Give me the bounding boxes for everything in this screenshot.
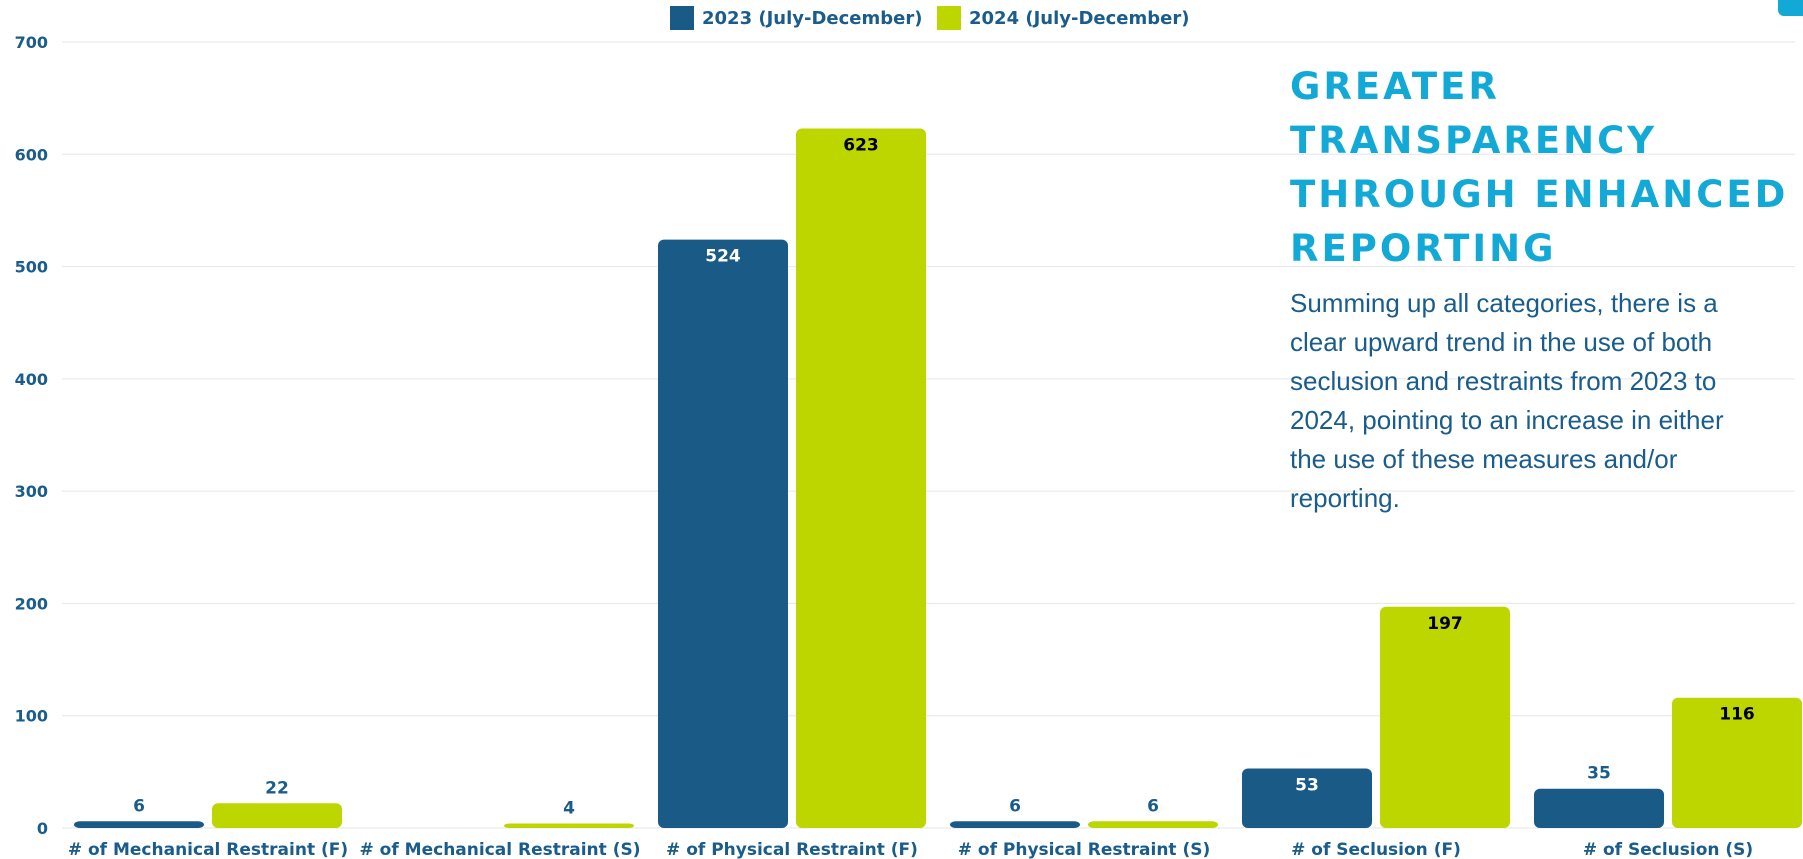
y-tick-label: 0 (37, 819, 48, 838)
callout-heading: GREATER TRANSPARENCY THROUGH ENHANCED RE… (1290, 65, 1789, 270)
data-label: 197 (1427, 614, 1463, 634)
bar (1242, 768, 1372, 828)
data-label: 53 (1295, 775, 1319, 795)
data-label: 623 (843, 135, 879, 155)
callout-body: Summing up all categories, there is a cl… (1290, 288, 1724, 513)
y-tick-label: 600 (15, 145, 48, 164)
bar (1380, 606, 1510, 828)
y-tick-label: 300 (15, 482, 48, 501)
data-label: 524 (705, 247, 741, 267)
bar (950, 821, 1080, 828)
data-label: 6 (133, 796, 145, 816)
category-label: # of Physical Restraint (S) (958, 840, 1211, 859)
category-label: # of Seclusion (F) (1291, 840, 1461, 859)
data-label: 116 (1719, 705, 1755, 725)
corner-accent (1778, 0, 1803, 16)
data-label: 35 (1587, 764, 1611, 784)
category-label: # of Seclusion (S) (1583, 840, 1753, 859)
bar (1672, 697, 1802, 828)
legend-label: 2023 (July-December) (702, 8, 922, 29)
category-label: # of Physical Restraint (F) (666, 840, 918, 859)
y-tick-label: 400 (15, 370, 48, 389)
bar (796, 128, 926, 828)
data-label: 22 (265, 778, 289, 798)
bar (212, 803, 342, 828)
y-tick-label: 500 (15, 258, 48, 277)
legend-swatch (937, 6, 961, 30)
legend-swatch (670, 6, 694, 30)
category-label: # of Mechanical Restraint (S) (360, 840, 641, 859)
bar (658, 239, 788, 828)
bar (1534, 788, 1664, 828)
y-tick-label: 200 (15, 594, 48, 613)
y-tick-label: 700 (15, 33, 48, 52)
data-label: 4 (563, 799, 575, 819)
category-label: # of Mechanical Restraint (F) (68, 840, 348, 859)
legend-label: 2024 (July-December) (969, 8, 1189, 29)
y-tick-label: 100 (15, 707, 48, 726)
callout-panel: GREATER TRANSPARENCY THROUGH ENHANCED RE… (1290, 60, 1790, 518)
bar (504, 823, 634, 828)
data-label: 6 (1147, 796, 1159, 816)
data-label: 6 (1009, 796, 1021, 816)
bar (74, 821, 204, 828)
bar (1088, 821, 1218, 828)
